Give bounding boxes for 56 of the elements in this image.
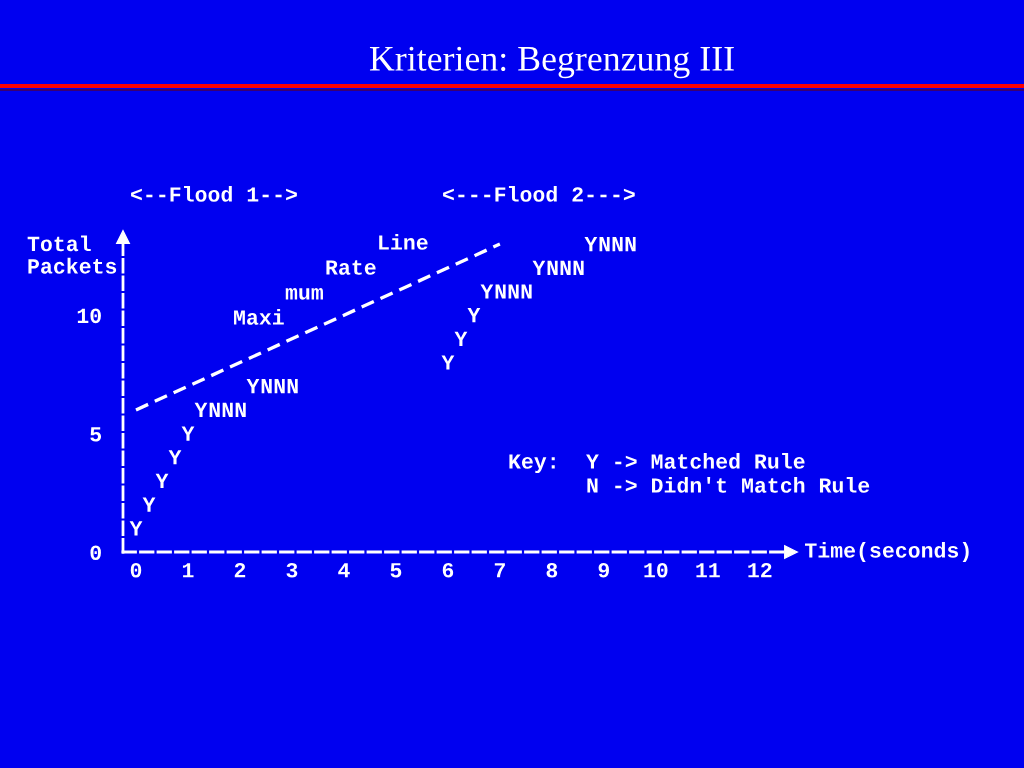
point	[142, 497, 156, 512]
x-tick-label: 6	[442, 562, 454, 578]
point	[222, 402, 233, 417]
y-tick-label: 10	[77, 308, 101, 324]
y-axis-title: Total Packets	[27, 235, 117, 274]
text: <---Flood 2--->	[443, 185, 635, 202]
point	[625, 237, 636, 252]
point	[467, 308, 481, 323]
point	[274, 379, 285, 394]
point	[168, 450, 182, 465]
point	[495, 284, 506, 299]
point	[573, 260, 584, 275]
point	[194, 402, 208, 417]
point	[209, 402, 220, 417]
point	[454, 331, 468, 346]
x-tick-label: 12	[748, 562, 772, 578]
x-tick-label: 4	[338, 563, 350, 578]
text: <--Flood 1-->	[131, 185, 297, 202]
y-tick-label: 5	[90, 427, 102, 442]
annotation: Maxi	[234, 308, 284, 325]
point	[155, 473, 169, 489]
annotation: N -> Didn't Match Rule	[587, 476, 870, 493]
x-tick-label: 5	[390, 563, 402, 578]
point	[547, 260, 558, 275]
point	[235, 402, 246, 417]
point	[584, 237, 598, 252]
annotation: Key:	[509, 454, 555, 474]
point	[246, 379, 260, 394]
x-tick-label: 1	[182, 563, 194, 578]
x-tick-label: 11	[696, 563, 720, 578]
point	[508, 284, 519, 299]
x-tick-label: 0	[130, 562, 142, 578]
annotation: Rate	[326, 260, 376, 275]
x-tick-label: 10	[644, 562, 668, 578]
point	[599, 237, 610, 252]
x-tick-label: 9	[598, 562, 610, 578]
annotation: mum	[285, 287, 323, 300]
point	[129, 521, 143, 536]
annotation: Y -> Matched Rule	[586, 452, 805, 469]
point	[480, 284, 494, 299]
point	[441, 355, 455, 370]
point	[560, 260, 571, 275]
point	[612, 237, 623, 252]
x-tick-label: 7	[494, 563, 505, 578]
point	[261, 379, 272, 394]
point	[181, 426, 195, 441]
x-axis-title: Time(seconds)	[805, 541, 969, 563]
point	[287, 379, 298, 394]
chart-title: Kriterien: Begrenzung III	[369, 46, 734, 79]
x-tick-label: 2	[234, 562, 246, 578]
point	[532, 260, 546, 275]
x-tick-label: 8	[546, 562, 558, 578]
x-tick-label: 3	[286, 562, 298, 578]
y-tick-label: 0	[90, 545, 101, 561]
point	[521, 284, 532, 299]
annotation: Line	[379, 233, 428, 250]
